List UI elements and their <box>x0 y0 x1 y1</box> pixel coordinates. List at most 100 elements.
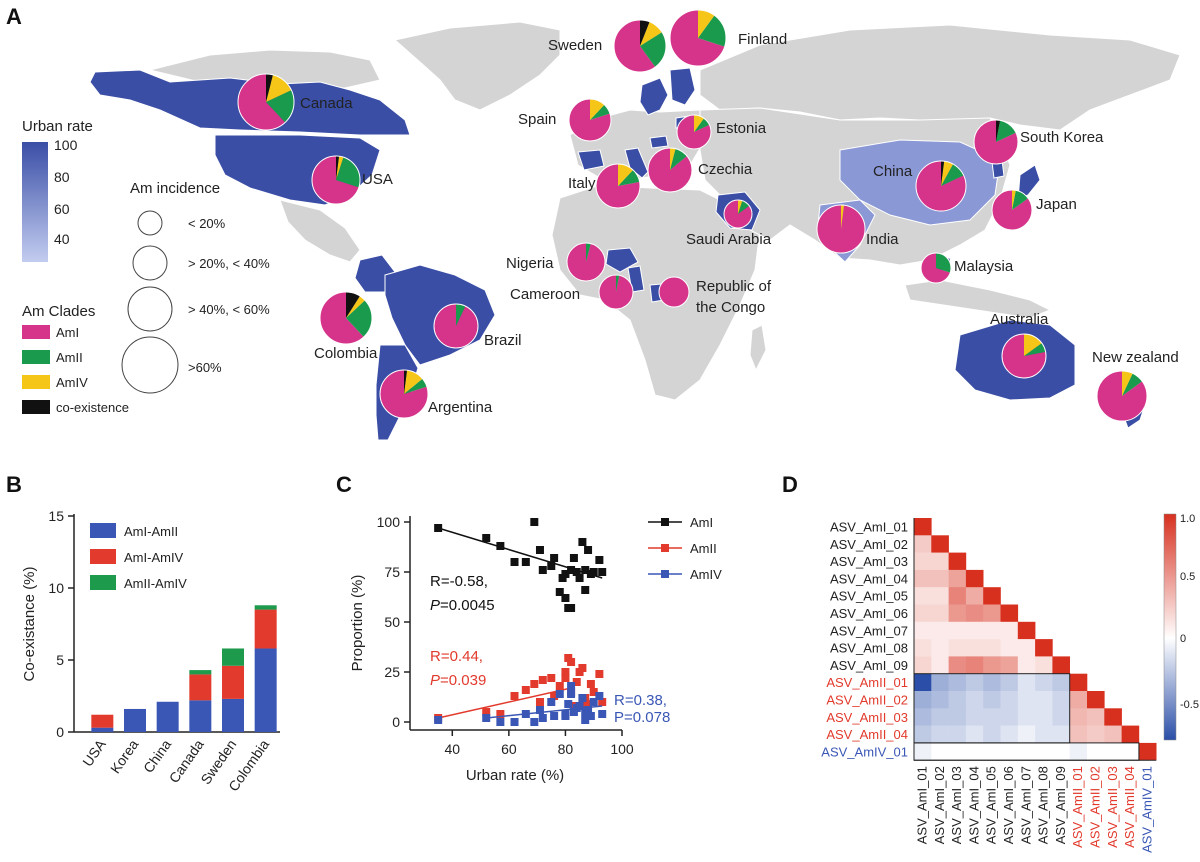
country-pies <box>237 9 1148 422</box>
heatmap-cell <box>914 691 932 709</box>
pie-australia <box>1001 333 1047 379</box>
point-amiv <box>530 718 539 726</box>
point-amiv <box>567 690 576 698</box>
heatmap-cell <box>1035 708 1053 726</box>
pie-slice-amiv <box>738 200 743 214</box>
heatmap-cell <box>965 742 984 761</box>
point-ami <box>595 556 604 564</box>
bar-segment-ami-amii <box>91 727 114 732</box>
heatmap-cell <box>931 673 949 692</box>
heatmap-row-label: ASV_AmI_08 <box>830 641 908 656</box>
point-amii <box>496 710 505 718</box>
pie-slice-amii <box>586 243 591 262</box>
urban-rate-legend: Urban rate 100 80 60 40 <box>22 118 93 262</box>
pie-india <box>816 204 866 254</box>
pie-slice-ami <box>916 161 967 211</box>
point-amii <box>561 674 570 682</box>
pie-outline <box>566 242 606 282</box>
incidence-circle-3 <box>127 286 173 332</box>
point-ami <box>589 568 598 576</box>
heatmap-cell <box>1069 691 1088 709</box>
pie-slice-amiv <box>346 296 365 318</box>
heatmap-cell <box>965 673 984 692</box>
point-amii <box>586 680 595 688</box>
heatmap-cell <box>931 535 949 553</box>
land-indonesia <box>904 279 1052 319</box>
heatmap-cell <box>931 656 949 674</box>
heatmap-cell <box>931 587 949 605</box>
pie-outline <box>1001 333 1047 379</box>
heatmap-cell <box>965 569 984 588</box>
heatmap-row-label: ASV_AmI_02 <box>830 537 908 552</box>
scatter-y-axis-label: Proportion (%) <box>349 575 366 672</box>
heatmap-cell <box>983 604 1001 623</box>
heatmap-col-label: ASV_AmII_04 <box>1122 766 1137 848</box>
heatmap-cell <box>948 708 967 726</box>
point-amii <box>572 678 581 686</box>
pie-outline <box>920 252 952 284</box>
bar-segment-ami-amiv <box>189 674 212 701</box>
pie-slice-amii <box>456 304 466 326</box>
point-amiv <box>564 700 573 708</box>
pie-slice-amiv <box>841 205 845 229</box>
pie-outline <box>647 147 693 193</box>
scatter-x-tick-label: 40 <box>444 741 460 757</box>
label-spain: Spain <box>518 111 556 128</box>
bar-legend-label: AmI-AmII <box>124 524 178 539</box>
heatmap-cell <box>948 569 967 588</box>
point-amiv <box>510 718 519 726</box>
panel-letter-a: A <box>6 4 22 29</box>
bar-legend-swatch <box>90 549 116 564</box>
point-ami <box>555 588 564 596</box>
scatter-legend-label: AmI <box>690 515 713 530</box>
pie-outline <box>723 199 753 229</box>
pie-slice-ami <box>311 156 359 204</box>
heatmap-cell <box>983 691 1001 709</box>
urban-scatter-chart: 0 25 50 75 100 40 60 80 100 Urban rate (%) Proport… <box>349 514 722 784</box>
pie-outline <box>598 274 634 310</box>
pie-slice-amii <box>640 32 666 68</box>
point-amii <box>578 664 587 672</box>
pie-slice-amiv <box>670 148 676 170</box>
point-ami <box>550 554 559 562</box>
pie-outline <box>676 114 712 150</box>
point-ami <box>578 538 587 546</box>
pie-slice-amii <box>404 378 427 394</box>
pie-slice-ami <box>320 292 364 344</box>
clade-swatch-amii <box>22 350 50 364</box>
incidence-label-2: > 20%, < 40% <box>188 256 270 271</box>
bar-y-tick-label: 10 <box>48 580 64 596</box>
scatter-legend-label: AmII <box>690 541 717 556</box>
point-ami <box>561 594 570 602</box>
clade-label-amii: AmII <box>56 350 83 365</box>
heatmap-cell <box>1121 742 1140 761</box>
label-new-zealand: New zealand <box>1092 349 1179 366</box>
heatmap-cell <box>914 518 932 536</box>
point-amii <box>555 682 564 690</box>
heatmap-cell <box>1052 742 1070 761</box>
heatmap-row-label: ASV_AmI_06 <box>830 606 908 621</box>
pie-slice-amiv <box>698 10 715 38</box>
pie-slice-amiv <box>941 161 954 186</box>
point-ami <box>575 574 584 582</box>
pie-slice-amii <box>590 104 610 120</box>
label-republic-of: Republic of <box>696 278 772 295</box>
pie-slice-amiv <box>618 163 634 186</box>
heatmap-row-label: ASV_AmII_01 <box>826 675 908 690</box>
scatter-legend-label: AmIV <box>690 567 722 582</box>
bar-segment-amii-amiv <box>189 670 212 675</box>
urban-tick-100: 100 <box>54 137 78 153</box>
scatter-y-tick-label: 0 <box>392 714 400 730</box>
pie-slice-amiv <box>1012 189 1016 210</box>
pie-slice-amii <box>1012 190 1029 210</box>
point-ami <box>530 518 539 526</box>
clade-label-ami: AmI <box>56 325 79 340</box>
heatmap-row-label: ASV_AmIV_01 <box>821 744 908 759</box>
colorbar-tick-label: 0 <box>1180 633 1186 645</box>
bar-category-label: Korea <box>107 736 142 776</box>
heatmap-cell <box>983 587 1001 605</box>
pie-slice-amii <box>694 118 710 132</box>
bar-segment-ami-amii <box>189 700 212 732</box>
pie-outline <box>973 119 1019 165</box>
